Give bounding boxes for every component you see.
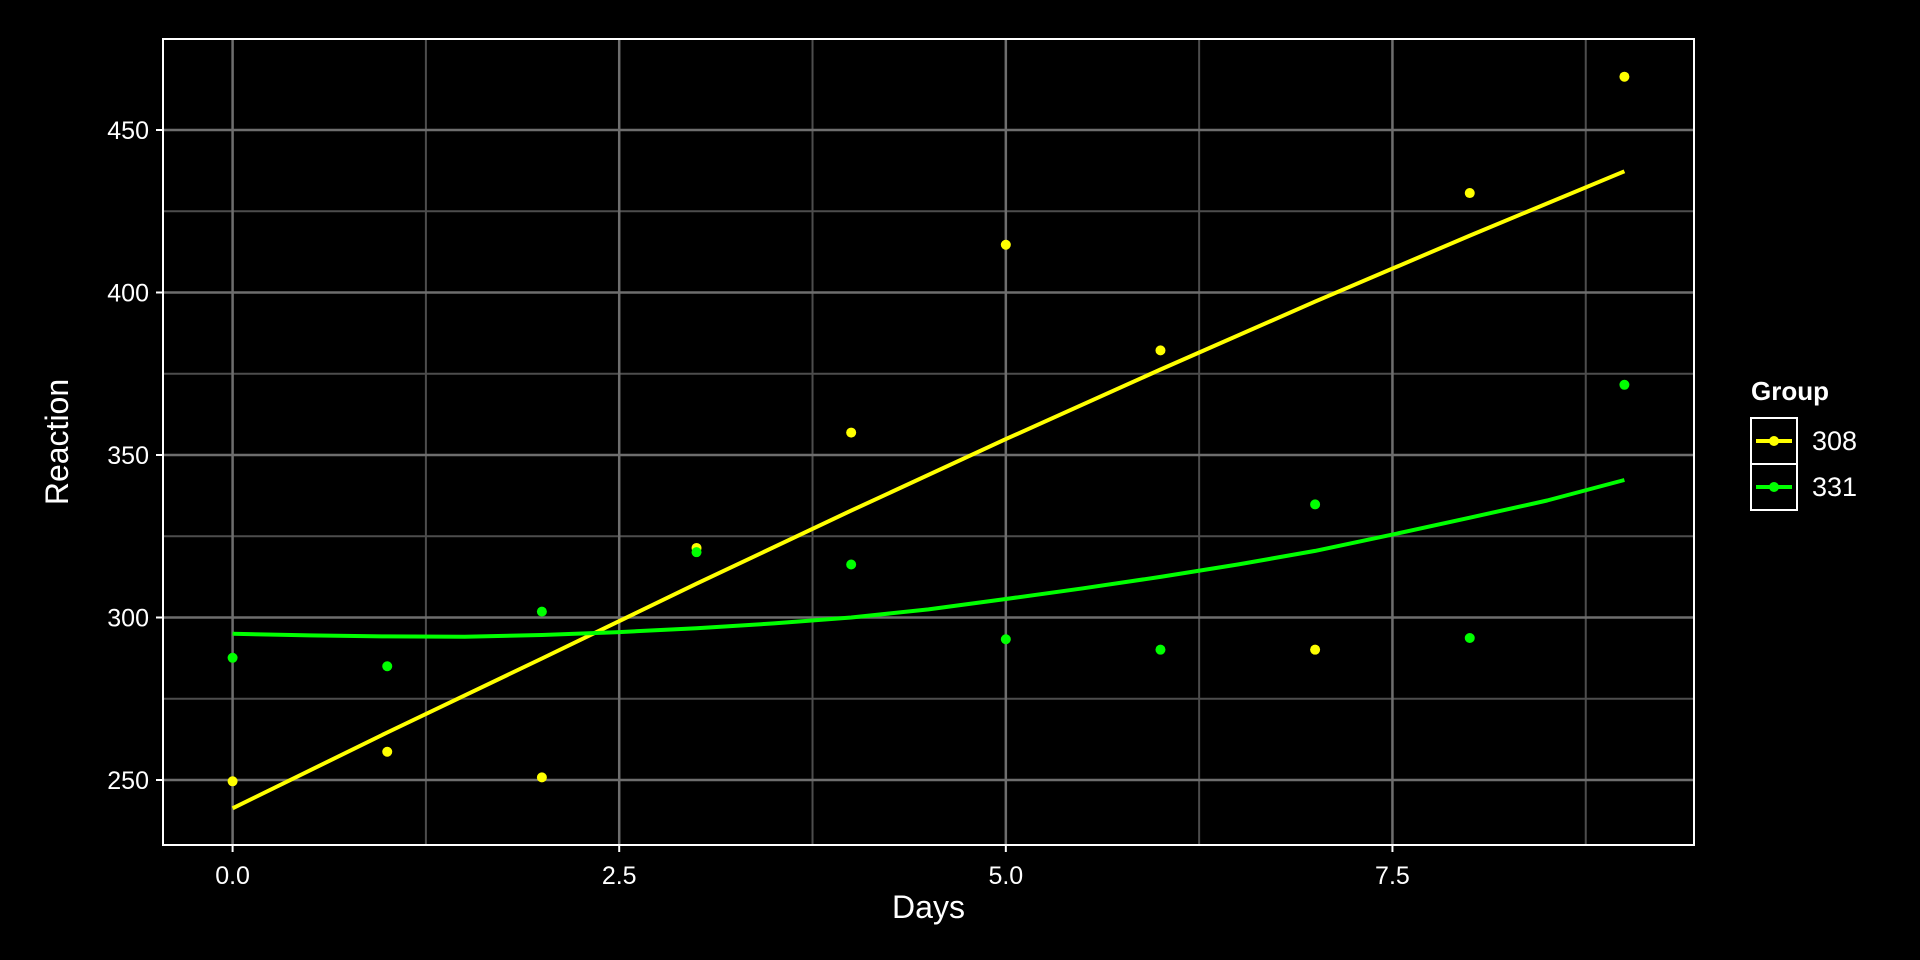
- legend-label-331: 331: [1812, 472, 1857, 502]
- data-point-331: [382, 661, 393, 672]
- legend-key-box: [1750, 463, 1798, 511]
- data-point-308: [1000, 239, 1011, 250]
- x-tick-label: 0.0: [215, 862, 250, 890]
- plot-panel-border: [162, 38, 1695, 846]
- data-point-308: [1310, 644, 1321, 655]
- data-point-308: [227, 776, 238, 787]
- y-tick-label: 400: [107, 280, 149, 308]
- fit-lines: [231, 169, 1626, 811]
- legend-title: Group: [1751, 376, 1829, 406]
- x-tick-label: 7.5: [1375, 862, 1410, 890]
- data-point-331: [227, 652, 238, 663]
- fit-line-331: [232, 478, 1625, 639]
- data-point-331: [1619, 379, 1630, 390]
- data-point-308: [846, 427, 857, 438]
- data-point-308: [382, 746, 393, 757]
- y-axis-title: Reaction: [39, 379, 75, 505]
- y-tick-label: 450: [107, 117, 149, 145]
- data-point-308: [1619, 71, 1630, 82]
- legend-label-308: 308: [1812, 426, 1857, 456]
- data-point-331: [1464, 632, 1475, 643]
- y-tick-label: 300: [107, 605, 149, 633]
- y-axis-ticks: 250 300 350 400 450: [107, 117, 163, 795]
- x-axis-title: Days: [892, 889, 965, 925]
- data-point-331: [536, 606, 547, 617]
- y-tick-label: 350: [107, 442, 149, 470]
- data-point-308: [1464, 188, 1475, 199]
- data-point-308: [536, 772, 547, 783]
- data-point-331: [1000, 634, 1011, 645]
- y-tick-label: 250: [107, 767, 149, 795]
- data-point-308: [1155, 345, 1166, 356]
- x-tick-label: 5.0: [988, 862, 1023, 890]
- legend-items: 308 331: [1750, 417, 1857, 511]
- minor-gridlines: [163, 39, 1694, 845]
- legend: Group 308 331: [1750, 376, 1857, 511]
- major-gridlines: [163, 39, 1694, 845]
- fit-line-308: [231, 169, 1626, 811]
- data-point-331: [691, 547, 702, 558]
- data-points: [227, 71, 1630, 787]
- data-point-331: [846, 559, 857, 570]
- data-point-331: [1155, 644, 1166, 655]
- x-tick-label: 2.5: [602, 862, 637, 890]
- data-point-331: [1310, 499, 1321, 510]
- legend-key-point: [1769, 436, 1779, 446]
- legend-key-point: [1769, 482, 1779, 492]
- x-axis-ticks: 0.0 2.5 5.0 7.5: [215, 845, 1410, 890]
